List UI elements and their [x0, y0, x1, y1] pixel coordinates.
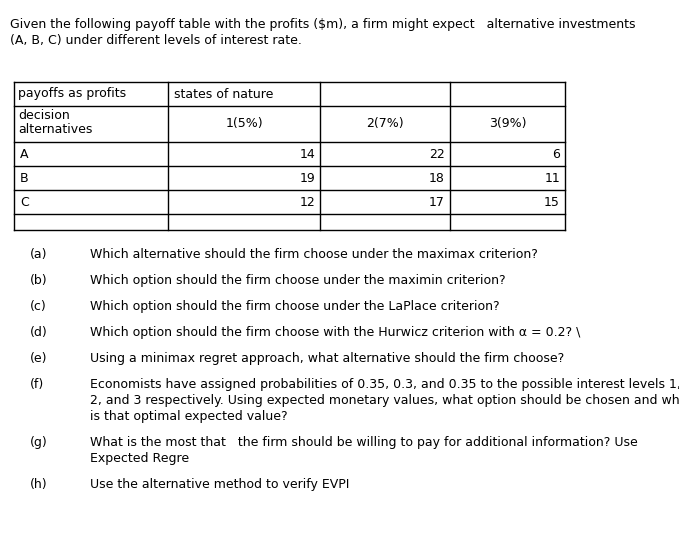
Text: (A, B, C) under different levels of interest rate.: (A, B, C) under different levels of inte…	[10, 34, 302, 47]
Text: 12: 12	[299, 196, 315, 209]
Text: 3(9%): 3(9%)	[489, 117, 526, 130]
Text: alternatives: alternatives	[18, 123, 92, 136]
Text: Which option should the firm choose under the LaPlace criterion?: Which option should the firm choose unde…	[90, 300, 500, 313]
Text: 11: 11	[545, 172, 560, 184]
Text: decision: decision	[18, 109, 70, 122]
Text: (f): (f)	[30, 378, 44, 391]
Text: Which option should the firm choose with the Hurwicz criterion with α = 0.2? \: Which option should the firm choose with…	[90, 326, 581, 339]
Text: (a): (a)	[30, 248, 48, 261]
Text: (d): (d)	[30, 326, 48, 339]
Text: (h): (h)	[30, 478, 48, 491]
Text: Using a minimax regret approach, what alternative should the firm choose?: Using a minimax regret approach, what al…	[90, 352, 564, 365]
Text: Which alternative should the firm choose under the maximax criterion?: Which alternative should the firm choose…	[90, 248, 538, 261]
Text: 2(7%): 2(7%)	[366, 117, 404, 130]
Text: 6: 6	[552, 147, 560, 160]
Text: Which option should the firm choose under the maximin criterion?: Which option should the firm choose unde…	[90, 274, 506, 287]
Text: (c): (c)	[30, 300, 47, 313]
Text: (g): (g)	[30, 436, 48, 449]
Text: Expected Regre: Expected Regre	[90, 452, 189, 465]
Text: What is the most that   the firm should be willing to pay for additional informa: What is the most that the firm should be…	[90, 436, 638, 449]
Text: A: A	[20, 147, 29, 160]
Text: payoffs as profits: payoffs as profits	[18, 87, 126, 101]
Text: 2, and 3 respectively. Using expected monetary values, what option should be cho: 2, and 3 respectively. Using expected mo…	[90, 394, 679, 407]
Text: is that optimal expected value?: is that optimal expected value?	[90, 410, 288, 423]
Text: (b): (b)	[30, 274, 48, 287]
Text: Economists have assigned probabilities of 0.35, 0.3, and 0.35 to the possible in: Economists have assigned probabilities o…	[90, 378, 679, 391]
Text: C: C	[20, 196, 29, 209]
Text: Given the following payoff table with the profits ($m), a firm might expect   al: Given the following payoff table with th…	[10, 18, 636, 31]
Text: 1(5%): 1(5%)	[225, 117, 263, 130]
Text: Use the alternative method to verify EVPI: Use the alternative method to verify EVP…	[90, 478, 350, 491]
Text: B: B	[20, 172, 29, 184]
Text: (e): (e)	[30, 352, 48, 365]
Text: 22: 22	[429, 147, 445, 160]
Text: 14: 14	[299, 147, 315, 160]
Text: 19: 19	[299, 172, 315, 184]
Text: 17: 17	[429, 196, 445, 209]
Text: 15: 15	[544, 196, 560, 209]
Text: 18: 18	[429, 172, 445, 184]
Text: states of nature: states of nature	[174, 87, 274, 101]
